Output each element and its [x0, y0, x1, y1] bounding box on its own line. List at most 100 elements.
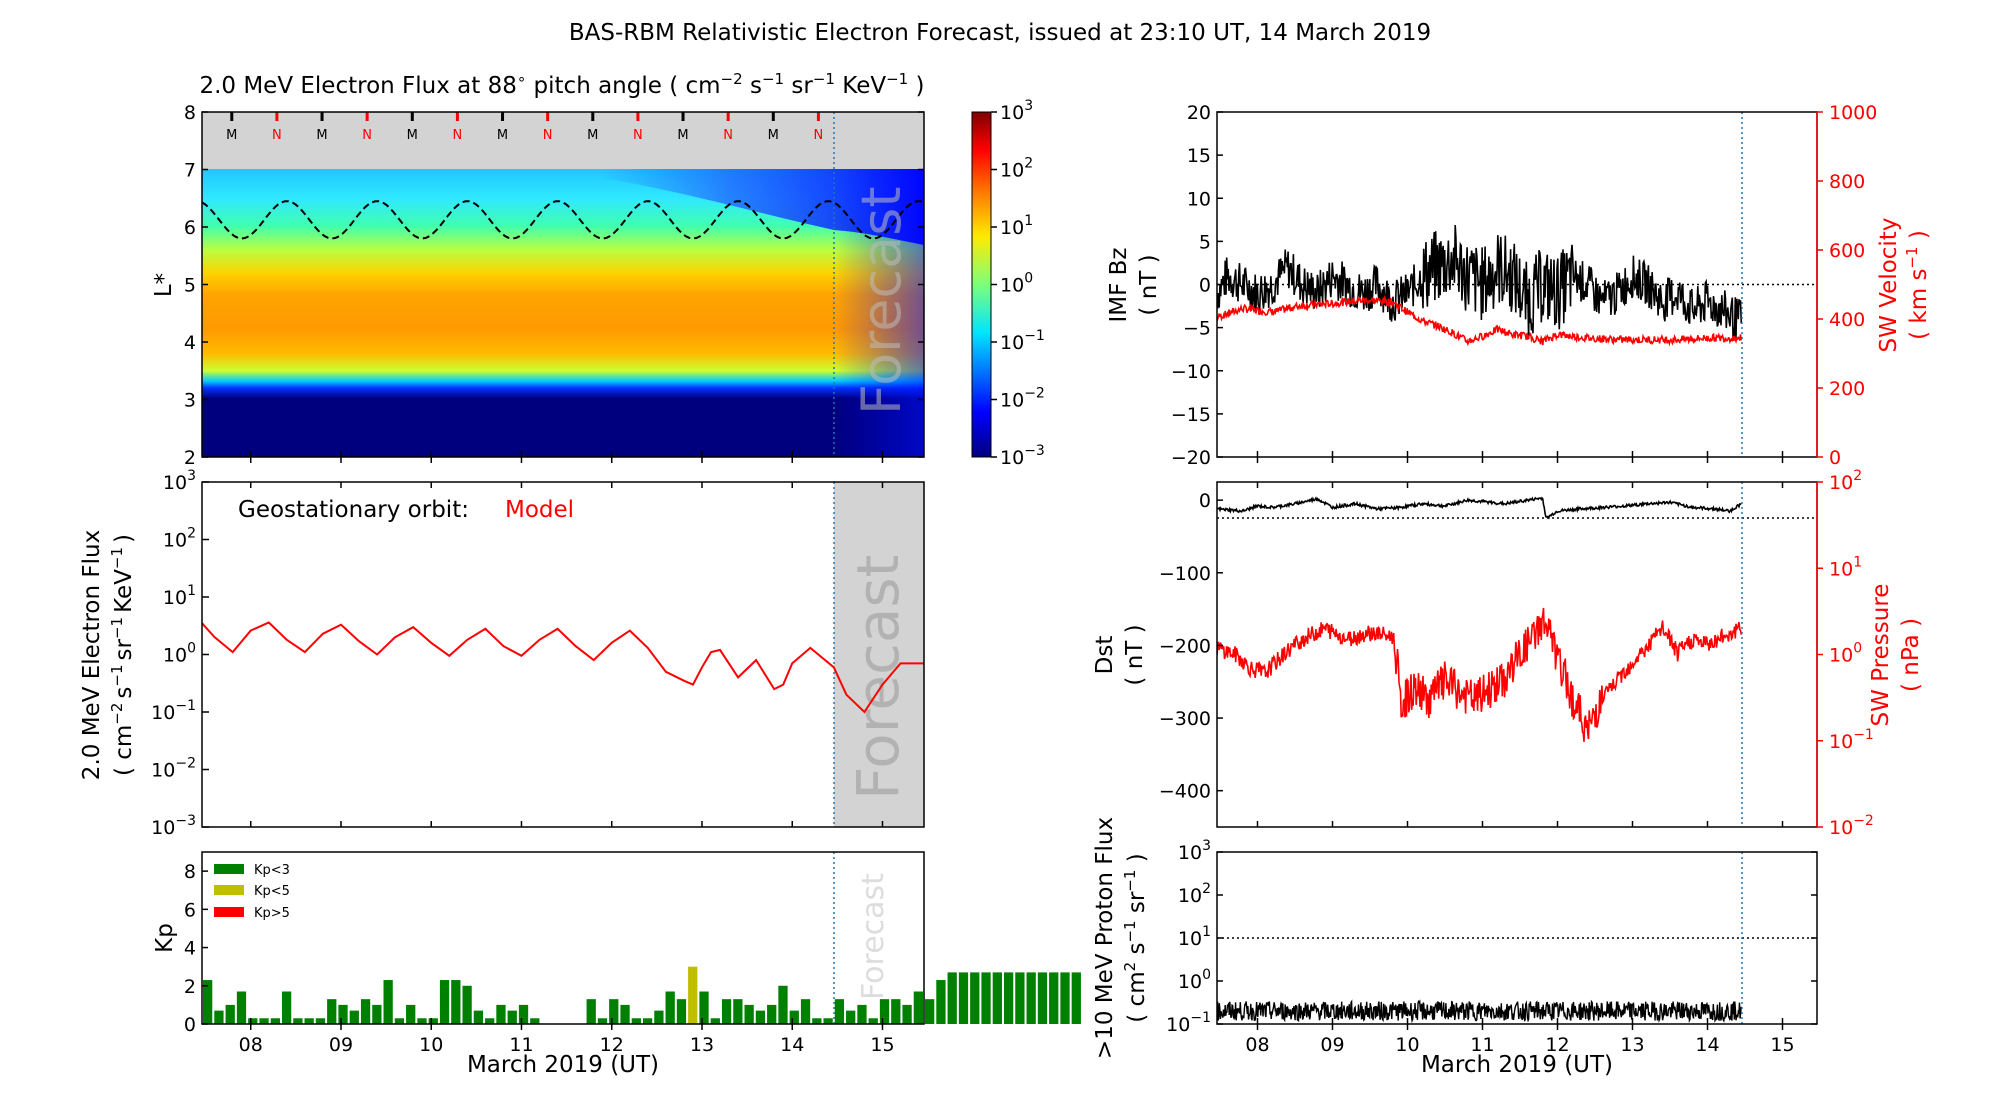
mn-label: M [768, 128, 779, 143]
kp-bar [338, 1004, 348, 1024]
y-tick-label-right: 10−1 [1829, 727, 1874, 753]
kp-bar [947, 972, 957, 1024]
x-tick-label: 10 [419, 1034, 443, 1056]
kp-bar [496, 1004, 506, 1024]
kp-legend-swatch-high [214, 907, 244, 917]
colorbar-tick-label: 10−3 [1000, 443, 1045, 469]
dst-left-ticks: −400 −300 −200 −100 0 [1159, 490, 1223, 803]
kp-bar [203, 980, 213, 1024]
proton-x-ticks: 08 09 10 11 12 13 14 15 [1245, 1018, 1795, 1056]
kp-bar [857, 1004, 867, 1024]
x-tick-label: 11 [509, 1034, 533, 1056]
mn-label: M [497, 128, 508, 143]
mn-label: M [677, 128, 688, 143]
proton-flux-line [1217, 999, 1742, 1024]
proton-panel: 10−1 100 101 102 103 08 09 10 11 12 13 14 15 >10 Me… [1092, 817, 1818, 1078]
kp-bar [710, 1018, 720, 1024]
kp-bar [609, 999, 619, 1024]
y-tick-label: −5 [1183, 318, 1211, 340]
kp-panel: Forecast Kp<3 Kp<5 Kp>5 0 2 4 6 8 08 09 10 11 12… [152, 851, 1081, 1078]
mn-label: N [272, 128, 282, 143]
y-tick-label: 15 [1187, 145, 1211, 167]
kp-y-ticks: 0 2 4 6 8 [184, 861, 208, 1036]
y-tick-label: 0 [1199, 275, 1211, 297]
flux-map-forecast-watermark: Forecast [850, 187, 913, 416]
y-tick-label-right: 600 [1829, 240, 1865, 262]
kp-bar [767, 1004, 777, 1024]
kp-legend: Kp<3 Kp<5 Kp>5 [214, 863, 290, 921]
proton-xlabel: March 2019 (UT) [1421, 1052, 1613, 1078]
y-tick-label: 0 [1199, 490, 1211, 512]
kp-bar [372, 1004, 382, 1024]
proton-ylabel-line1: >10 MeV Proton Flux [1092, 817, 1118, 1059]
kp-legend-swatch-mid [214, 885, 244, 895]
mn-label: N [453, 128, 463, 143]
magnetopause-curve [202, 200, 924, 240]
mn-label: M [226, 128, 237, 143]
kp-frame [201, 851, 925, 1025]
y-tick-label: −300 [1159, 708, 1211, 730]
geo-series-label: Model [505, 497, 574, 523]
kp-bar [1060, 972, 1070, 1024]
y-tick-label-right: 101 [1829, 554, 1862, 580]
kp-bar [428, 1018, 438, 1024]
y-tick-label: −10 [1171, 361, 1211, 383]
y-tick-label: 101 [1178, 924, 1211, 950]
kp-bar [800, 999, 811, 1024]
geo-y-ticks: 10−3 10−2 10−1 100 101 102 103 [151, 468, 209, 839]
dst-ylabel-line1: Dst [1092, 636, 1118, 675]
kp-bar [654, 1010, 664, 1024]
y-tick-label: 100 [1178, 967, 1211, 993]
kp-bar [270, 1018, 280, 1024]
sw-pressure-ylabel-line1: SW Pressure [1868, 584, 1894, 727]
kp-bar [755, 1010, 766, 1024]
y-tick-label: 2 [184, 976, 196, 998]
y-tick-label-right: 102 [1829, 468, 1862, 494]
kp-x-ticks: 08 09 10 11 12 13 14 15 [239, 1018, 895, 1056]
kp-ylabel: Kp [152, 923, 178, 953]
proton-y-ticks: 10−1 100 101 102 103 [1166, 838, 1817, 1036]
kp-bar [439, 980, 450, 1024]
figure-title: BAS-RBM Relativistic Electron Forecast, … [569, 20, 1431, 46]
y-tick-label: 8 [184, 102, 196, 124]
colorbar-gradient [971, 111, 992, 458]
x-tick-label: 12 [600, 1034, 624, 1056]
y-tick-label: 4 [184, 332, 196, 354]
flux-map-panel: 2.0 MeV Electron Flux at 88∘ pitch angle… [151, 70, 925, 469]
colorbar-tick-label: 10−1 [1000, 328, 1045, 354]
kp-bar [236, 991, 247, 1024]
x-tick-label: 14 [780, 1034, 804, 1056]
kp-bar [834, 999, 845, 1024]
flux-map-ylabel: L* [151, 273, 177, 297]
kp-bar [462, 985, 472, 1024]
x-tick-label: 08 [239, 1034, 263, 1056]
kp-bars [203, 966, 1081, 1024]
kp-legend-label-high: Kp>5 [254, 906, 290, 921]
flux-map-title: 2.0 MeV Electron Flux at 88∘ pitch angle… [199, 70, 924, 99]
x-tick-label: 15 [870, 1034, 894, 1056]
kp-bar [868, 1018, 878, 1024]
y-tick-label: 10−1 [151, 698, 196, 724]
kp-bar [360, 999, 371, 1024]
kp-legend-label-mid: Kp<5 [254, 884, 290, 899]
kp-bar [902, 1004, 912, 1024]
kp-bar [1015, 972, 1025, 1024]
flux-map-above-boundary [202, 112, 924, 169]
y-tick-label: 102 [1178, 881, 1211, 907]
x-tick-label: 09 [1320, 1034, 1344, 1056]
kp-bar [225, 1004, 235, 1024]
kp-bar [992, 972, 1002, 1024]
imf-panel: −20 −15 −10 −5 0 5 10 15 20 0 200 400 600 800 1000 IM… [1106, 102, 1932, 469]
y-tick-label: −400 [1159, 781, 1211, 803]
y-tick-label: 5 [184, 275, 196, 297]
kp-legend-label-low: Kp<3 [254, 863, 290, 878]
y-tick-label: 0 [184, 1014, 196, 1036]
imf-ylabel-line1: IMF Bz [1106, 247, 1132, 322]
mn-label: M [587, 128, 598, 143]
kp-bar [1037, 972, 1048, 1024]
kp-bar [1049, 972, 1059, 1024]
kp-bar [485, 1018, 495, 1024]
kp-bar [699, 991, 709, 1024]
colorbar: 10−3 10−2 10−1 100 101 102 103 [971, 98, 1045, 469]
kp-bar [293, 1018, 303, 1024]
